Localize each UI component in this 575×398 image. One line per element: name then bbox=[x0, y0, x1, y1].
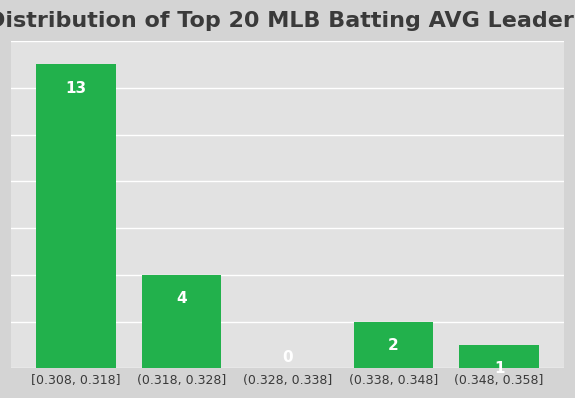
Bar bbox=[36, 64, 116, 368]
Text: 2: 2 bbox=[388, 338, 398, 353]
Text: 4: 4 bbox=[177, 291, 187, 306]
Text: 13: 13 bbox=[66, 81, 86, 96]
Bar bbox=[354, 322, 433, 368]
Bar bbox=[459, 345, 539, 368]
Bar bbox=[142, 275, 221, 368]
Text: 0: 0 bbox=[282, 350, 293, 365]
Text: 1: 1 bbox=[494, 361, 504, 377]
Title: Distribution of Top 20 MLB Batting AVG Leaders: Distribution of Top 20 MLB Batting AVG L… bbox=[0, 11, 575, 31]
